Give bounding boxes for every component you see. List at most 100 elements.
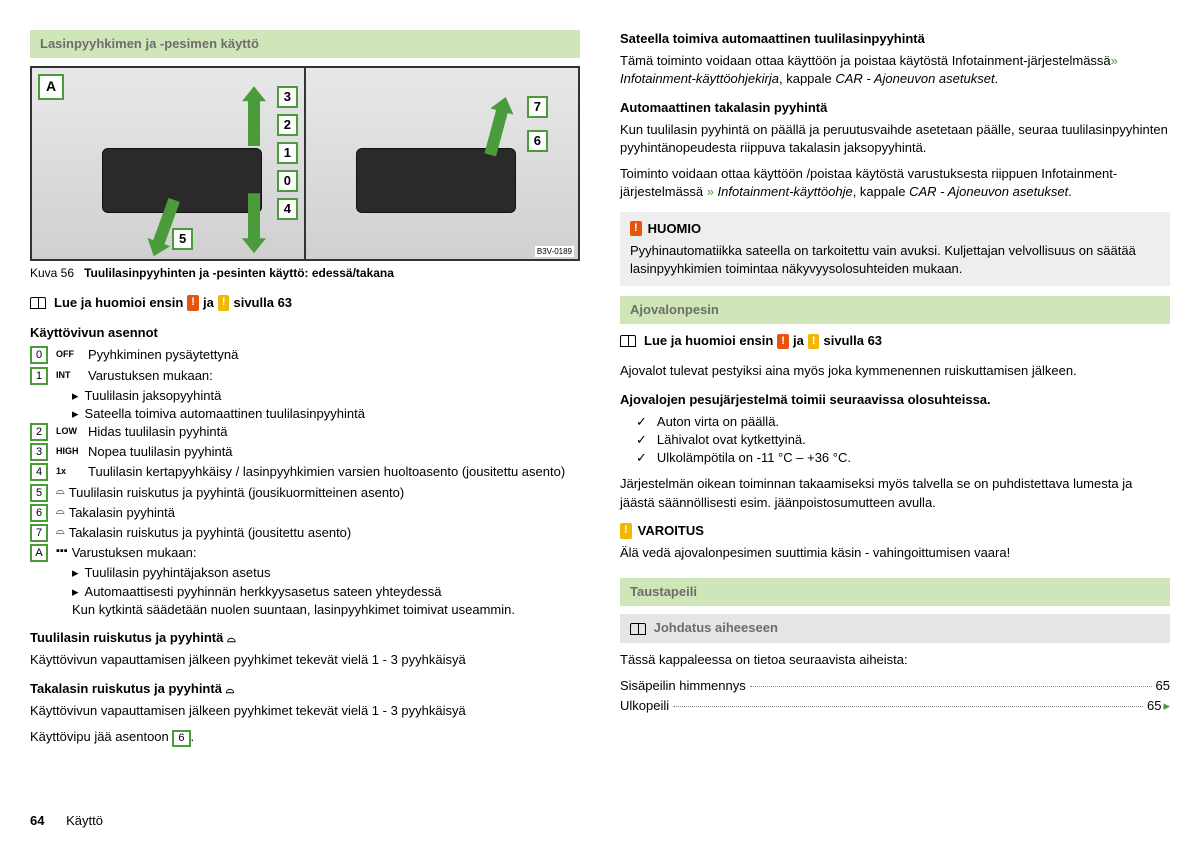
pos-mini-int: INT — [56, 367, 82, 384]
warning-icon-red: ! — [187, 295, 199, 310]
pos-text-a: Varustuksen mukaan: — [72, 544, 580, 562]
spray-icon: ⌓ — [56, 484, 65, 499]
fig-num-1: 1 — [277, 142, 298, 164]
caption-label: Kuva 56 — [30, 266, 74, 280]
p1d: CAR - Ajoneuvon asetukset — [835, 71, 994, 86]
para2-text: Käyttövivun vapauttamisen jälkeen pyyhki… — [30, 702, 580, 720]
check1: Auton virta on päällä. — [636, 413, 1170, 431]
p1e: . — [995, 71, 999, 86]
link-arrow-2: » — [707, 184, 718, 199]
toc2-page: 65 — [1147, 697, 1161, 715]
chapter-name: Käyttö — [66, 813, 103, 828]
toc-intro: Tässä kappaleessa on tietoa seuraavista … — [620, 651, 1170, 669]
toc1-page: 65 — [1156, 677, 1170, 695]
varoitus-title: ! VAROITUS — [620, 522, 1170, 540]
notice-text: Pyyhinautomatiikka sateella on tarkoitet… — [630, 242, 1160, 278]
pos-text-7: Takalasin ruiskutus ja pyyhintä (jousite… — [69, 524, 580, 542]
pos-box-1: 1 — [30, 367, 48, 385]
intro-text: Johdatus aiheeseen — [654, 620, 778, 635]
varoitus-icon: ! — [620, 523, 632, 538]
fig-num-0: 0 — [277, 170, 298, 192]
left-column: Lasinpyyhkimen ja -pesimen käyttö A 3 2 … — [30, 30, 580, 755]
pos-text-0: Pyyhkiminen pysäytettynä — [88, 346, 580, 364]
rear-spray-icon-2: ⌓ — [226, 684, 235, 696]
position-list: 0 OFF Pyyhkiminen pysäytettynä 1 INT Varustu… — [30, 346, 580, 384]
toc-row-2: Ulkopeili 65▸ — [620, 697, 1170, 715]
figure-label-a: A — [38, 74, 64, 100]
fig-num-4: 4 — [277, 198, 298, 220]
figure-rear: 7 6 B3V-0189 — [306, 68, 578, 259]
h3-conditions: Ajovalojen pesujärjestelmä toimii seuraa… — [620, 391, 1170, 409]
fig-num-5: 5 — [172, 228, 193, 250]
para1-head: Tuulilasin ruiskutus ja pyyhintä ⌓ — [30, 629, 580, 647]
toc-dots-1 — [750, 686, 1152, 687]
warn-icon-red-2: ! — [777, 334, 789, 349]
pos-text-4: Tuulilasin kertapyyhkäisy / lasinpyyhkim… — [88, 463, 580, 481]
read-first-post: sivulla 63 — [233, 294, 292, 312]
pos-box-a: A — [30, 544, 48, 562]
figure-caption: Kuva 56 Tuulilasinpyyhinten ja -pesinten… — [30, 265, 580, 282]
notice-huomio: ! HUOMIO Pyyhinautomatiikka sateella on … — [620, 212, 1170, 287]
section-header-wiper: Lasinpyyhkimen ja -pesimen käyttö — [30, 30, 580, 58]
para3: Käyttövipu jää asentoon 6. — [30, 728, 580, 747]
pos-1-sub2: Sateella toimiva automaattinen tuulilasi… — [72, 405, 580, 423]
wiper-stalk-rear — [356, 148, 516, 213]
varoitus-title-text: VAROITUS — [638, 522, 704, 540]
read-first-left: Lue ja huomioi ensin ! ja ! sivulla 63 — [30, 294, 580, 312]
pos-box-2: 2 — [30, 423, 48, 441]
fig-num-7: 7 — [527, 96, 548, 118]
section-header-intro: Johdatus aiheeseen — [620, 614, 1170, 642]
check2: Lähivalot ovat kytkettyinä. — [636, 431, 1170, 449]
notice-title: ! HUOMIO — [630, 220, 1160, 238]
pos-a-sublist: Tuulilasin pyyhintäjakson asetus Automaa… — [72, 564, 580, 600]
para3-box: 6 — [172, 730, 190, 747]
page-number: 64 — [30, 813, 44, 828]
para2-head: Takalasin ruiskutus ja pyyhintä ⌓ — [30, 680, 580, 698]
varoitus-text: Älä vedä ajovalonpesimen suuttimia käsin… — [620, 544, 1170, 562]
h1-rain-auto: Sateella toimiva automaattinen tuulilasi… — [620, 30, 1170, 48]
notice-icon-red: ! — [630, 221, 642, 236]
pos-mini-high: HIGH — [56, 443, 82, 460]
pos-box-7: 7 — [30, 524, 48, 542]
arrow-up-icon — [242, 86, 266, 146]
figure-wiper: A 3 2 1 0 4 5 7 6 B3V-0189 — [30, 66, 580, 261]
p3e: . — [1068, 184, 1072, 199]
figure-front: A 3 2 1 0 4 5 — [32, 68, 306, 259]
right-column: Sateella toimiva automaattinen tuulilasi… — [620, 30, 1170, 755]
para2-head-text: Takalasin ruiskutus ja pyyhintä — [30, 681, 222, 696]
pos-text-1: Varustuksen mukaan: — [88, 367, 580, 385]
check3: Ulkolämpötila on -11 °C – +36 °C. — [636, 449, 1170, 467]
p3d: CAR - Ajoneuvon asetukset — [909, 184, 1068, 199]
p5: Järjestelmän oikean toiminnan takaamisek… — [620, 475, 1170, 511]
pos-text-2: Hidas tuulilasin pyyhintä — [88, 423, 580, 441]
pos-1-sub1: Tuulilasin jaksopyyhintä — [72, 387, 580, 405]
pos-mini-off: OFF — [56, 346, 82, 363]
pos-a-sub1: Tuulilasin pyyhintäjakson asetus — [72, 564, 580, 582]
p3b: Infotainment-käyttöohje — [718, 184, 853, 199]
read-first-right: Lue ja huomioi ensin ! ja ! sivulla 63 — [620, 332, 1170, 350]
pos-a-note: Kun kytkintä säädetään nuolen suuntaan, … — [72, 601, 580, 619]
notice-title-text: HUOMIO — [648, 220, 701, 238]
toc-dots-2 — [673, 706, 1143, 707]
pos-box-3: 3 — [30, 443, 48, 461]
section-header-mirror: Taustapeili — [620, 578, 1170, 606]
pos-text-3: Nopea tuulilasin pyyhintä — [88, 443, 580, 461]
condition-list: Auton virta on päällä. Lähivalot ovat ky… — [636, 413, 1170, 468]
p3: Toiminto voidaan ottaa käyttöön /poistaa… — [620, 165, 1170, 201]
pos-box-6: 6 — [30, 504, 48, 522]
pos-box-5: 5 — [30, 484, 48, 502]
pos-text-6: Takalasin pyyhintä — [69, 504, 580, 522]
warn-icon-yellow-2: ! — [808, 334, 820, 349]
p3c: , kappale — [853, 184, 909, 199]
warning-icon-yellow: ! — [218, 295, 230, 310]
spray-icon-2: ⌓ — [227, 633, 236, 645]
p1c: , kappale — [779, 71, 835, 86]
section-header-headlight: Ajovalonpesin — [620, 296, 1170, 324]
pos-box-0: 0 — [30, 346, 48, 364]
rf2-post: sivulla 63 — [823, 332, 882, 350]
para1-text: Käyttövivun vapauttamisen jälkeen pyyhki… — [30, 651, 580, 669]
fig-num-6: 6 — [527, 130, 548, 152]
p1: Tämä toiminto voidaan ottaa käyttöön ja … — [620, 52, 1170, 88]
read-first-mid: ja — [203, 294, 214, 312]
rf2-mid: ja — [793, 332, 804, 350]
